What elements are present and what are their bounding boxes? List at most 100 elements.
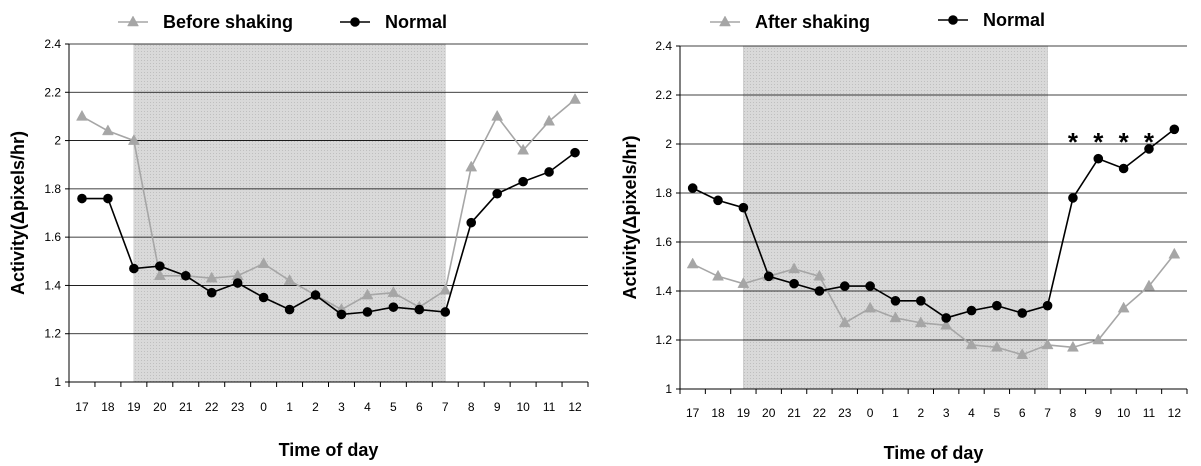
x-tick-label: 4 (364, 400, 371, 414)
data-point-after-shaking (686, 257, 699, 269)
data-point-before-shaking (491, 109, 504, 121)
x-tick-label: 12 (568, 400, 582, 414)
x-tick-label: 1 (286, 400, 293, 414)
x-tick-label: 23 (231, 400, 245, 414)
data-point-before-shaking (569, 93, 581, 104)
x-tick-label: 17 (686, 406, 700, 420)
data-point-normal (941, 313, 951, 323)
x-tick-label: 0 (260, 400, 267, 414)
chart-right: 11.21.41.61.822.22.417 18 19 20 21 22 23 0 1 2 3 4 5… (620, 10, 1188, 463)
legend-marker (127, 15, 139, 27)
data-point-before-shaking (153, 269, 166, 281)
x-axis-title: Time of day (884, 443, 984, 463)
x-tick-label: 0 (867, 406, 874, 420)
chart-left: 11.21.41.61.822.22.417 18 19 20 21 22 23 0 1 2 3 4 5… (8, 12, 589, 460)
legend-marker (948, 15, 958, 25)
y-tick-label: 2 (54, 134, 61, 148)
data-point-normal (492, 188, 502, 199)
x-tick-label: 19 (127, 400, 141, 414)
data-point-normal (814, 286, 825, 296)
y-tick-label: 2.4 (44, 37, 61, 51)
data-point-after-shaking (788, 262, 800, 274)
y-tick-label: 1.4 (44, 278, 61, 292)
data-point-normal (206, 287, 217, 298)
x-tick-label: 7 (442, 400, 449, 414)
x-tick-label: 5 (390, 400, 397, 414)
data-point-normal (713, 195, 723, 206)
y-tick-label: 1.2 (44, 327, 61, 341)
x-tick-label: 18 (711, 406, 725, 420)
data-point-after-shaking (1041, 338, 1054, 350)
data-point-after-shaking (965, 338, 978, 350)
x-tick-label: 7 (1044, 406, 1051, 420)
data-point-normal (789, 278, 799, 289)
data-point-normal (232, 278, 243, 288)
data-point-normal (1042, 300, 1053, 311)
data-point-normal (992, 300, 1002, 311)
data-point-after-shaking (914, 316, 927, 328)
y-tick-label: 2.4 (655, 39, 672, 53)
data-point-normal (544, 167, 554, 177)
x-tick-label: 17 (75, 400, 89, 414)
data-point-normal (103, 193, 113, 204)
data-point-normal (865, 281, 875, 291)
x-tick-label: 8 (468, 400, 475, 414)
x-tick-label: 9 (1095, 406, 1102, 420)
data-point-normal (129, 263, 139, 274)
x-tick-label: 11 (1143, 406, 1156, 420)
data-point-normal (890, 296, 901, 306)
data-point-before-shaking (543, 114, 555, 126)
data-point-before-shaking (205, 271, 218, 283)
x-tick-label: 3 (338, 400, 345, 414)
y-tick-label: 1.6 (655, 235, 672, 249)
x-tick-label: 4 (968, 406, 975, 420)
data-point-after-shaking (838, 316, 851, 328)
data-point-normal (570, 147, 580, 158)
data-point-normal (966, 305, 977, 316)
significance-star: * (1068, 127, 1079, 157)
x-tick-label: 6 (1019, 406, 1026, 420)
x-tick-label: 2 (917, 406, 924, 420)
y-axis-title: Activity(Δpixels/hr) (8, 131, 28, 295)
data-point-normal (440, 307, 451, 317)
significance-star: * (1144, 127, 1155, 157)
y-tick-label: 2.2 (655, 88, 672, 102)
significance-star: * (1093, 127, 1104, 157)
data-point-after-shaking (889, 311, 902, 323)
x-axis-title: Time of day (279, 440, 379, 460)
data-point-normal (258, 292, 269, 303)
y-tick-label: 1.2 (655, 333, 672, 347)
data-point-before-shaking (361, 288, 374, 300)
shaded-night-region (133, 43, 446, 383)
x-tick-label: 2 (312, 400, 319, 414)
data-point-normal (414, 304, 425, 315)
y-axis-title: Activity(Δpixels/hr) (620, 136, 640, 300)
data-point-normal (388, 302, 399, 312)
data-point-normal (1118, 163, 1129, 174)
data-point-normal (687, 183, 698, 193)
data-point-after-shaking (1117, 301, 1130, 313)
data-point-normal (1169, 124, 1180, 135)
data-point-before-shaking (465, 160, 478, 172)
data-point-normal (916, 296, 926, 306)
data-point-before-shaking (102, 124, 114, 136)
y-tick-label: 1 (54, 375, 61, 389)
data-point-after-shaking (940, 318, 953, 330)
data-point-after-shaking (1143, 279, 1155, 291)
data-point-before-shaking (257, 257, 270, 268)
data-point-normal (336, 309, 347, 320)
x-tick-label: 20 (153, 400, 167, 414)
y-tick-label: 1.4 (655, 284, 672, 298)
data-point-normal (77, 193, 87, 204)
data-point-normal (466, 217, 477, 228)
legend-marker (719, 15, 731, 27)
x-tick-label: 12 (1168, 406, 1182, 420)
data-point-normal (763, 271, 774, 282)
data-point-after-shaking (990, 340, 1003, 352)
data-point-after-shaking (712, 269, 724, 281)
x-tick-label: 6 (416, 400, 423, 414)
x-tick-label: 21 (179, 400, 193, 414)
data-point-normal (1144, 144, 1154, 154)
y-tick-label: 2 (665, 137, 672, 151)
